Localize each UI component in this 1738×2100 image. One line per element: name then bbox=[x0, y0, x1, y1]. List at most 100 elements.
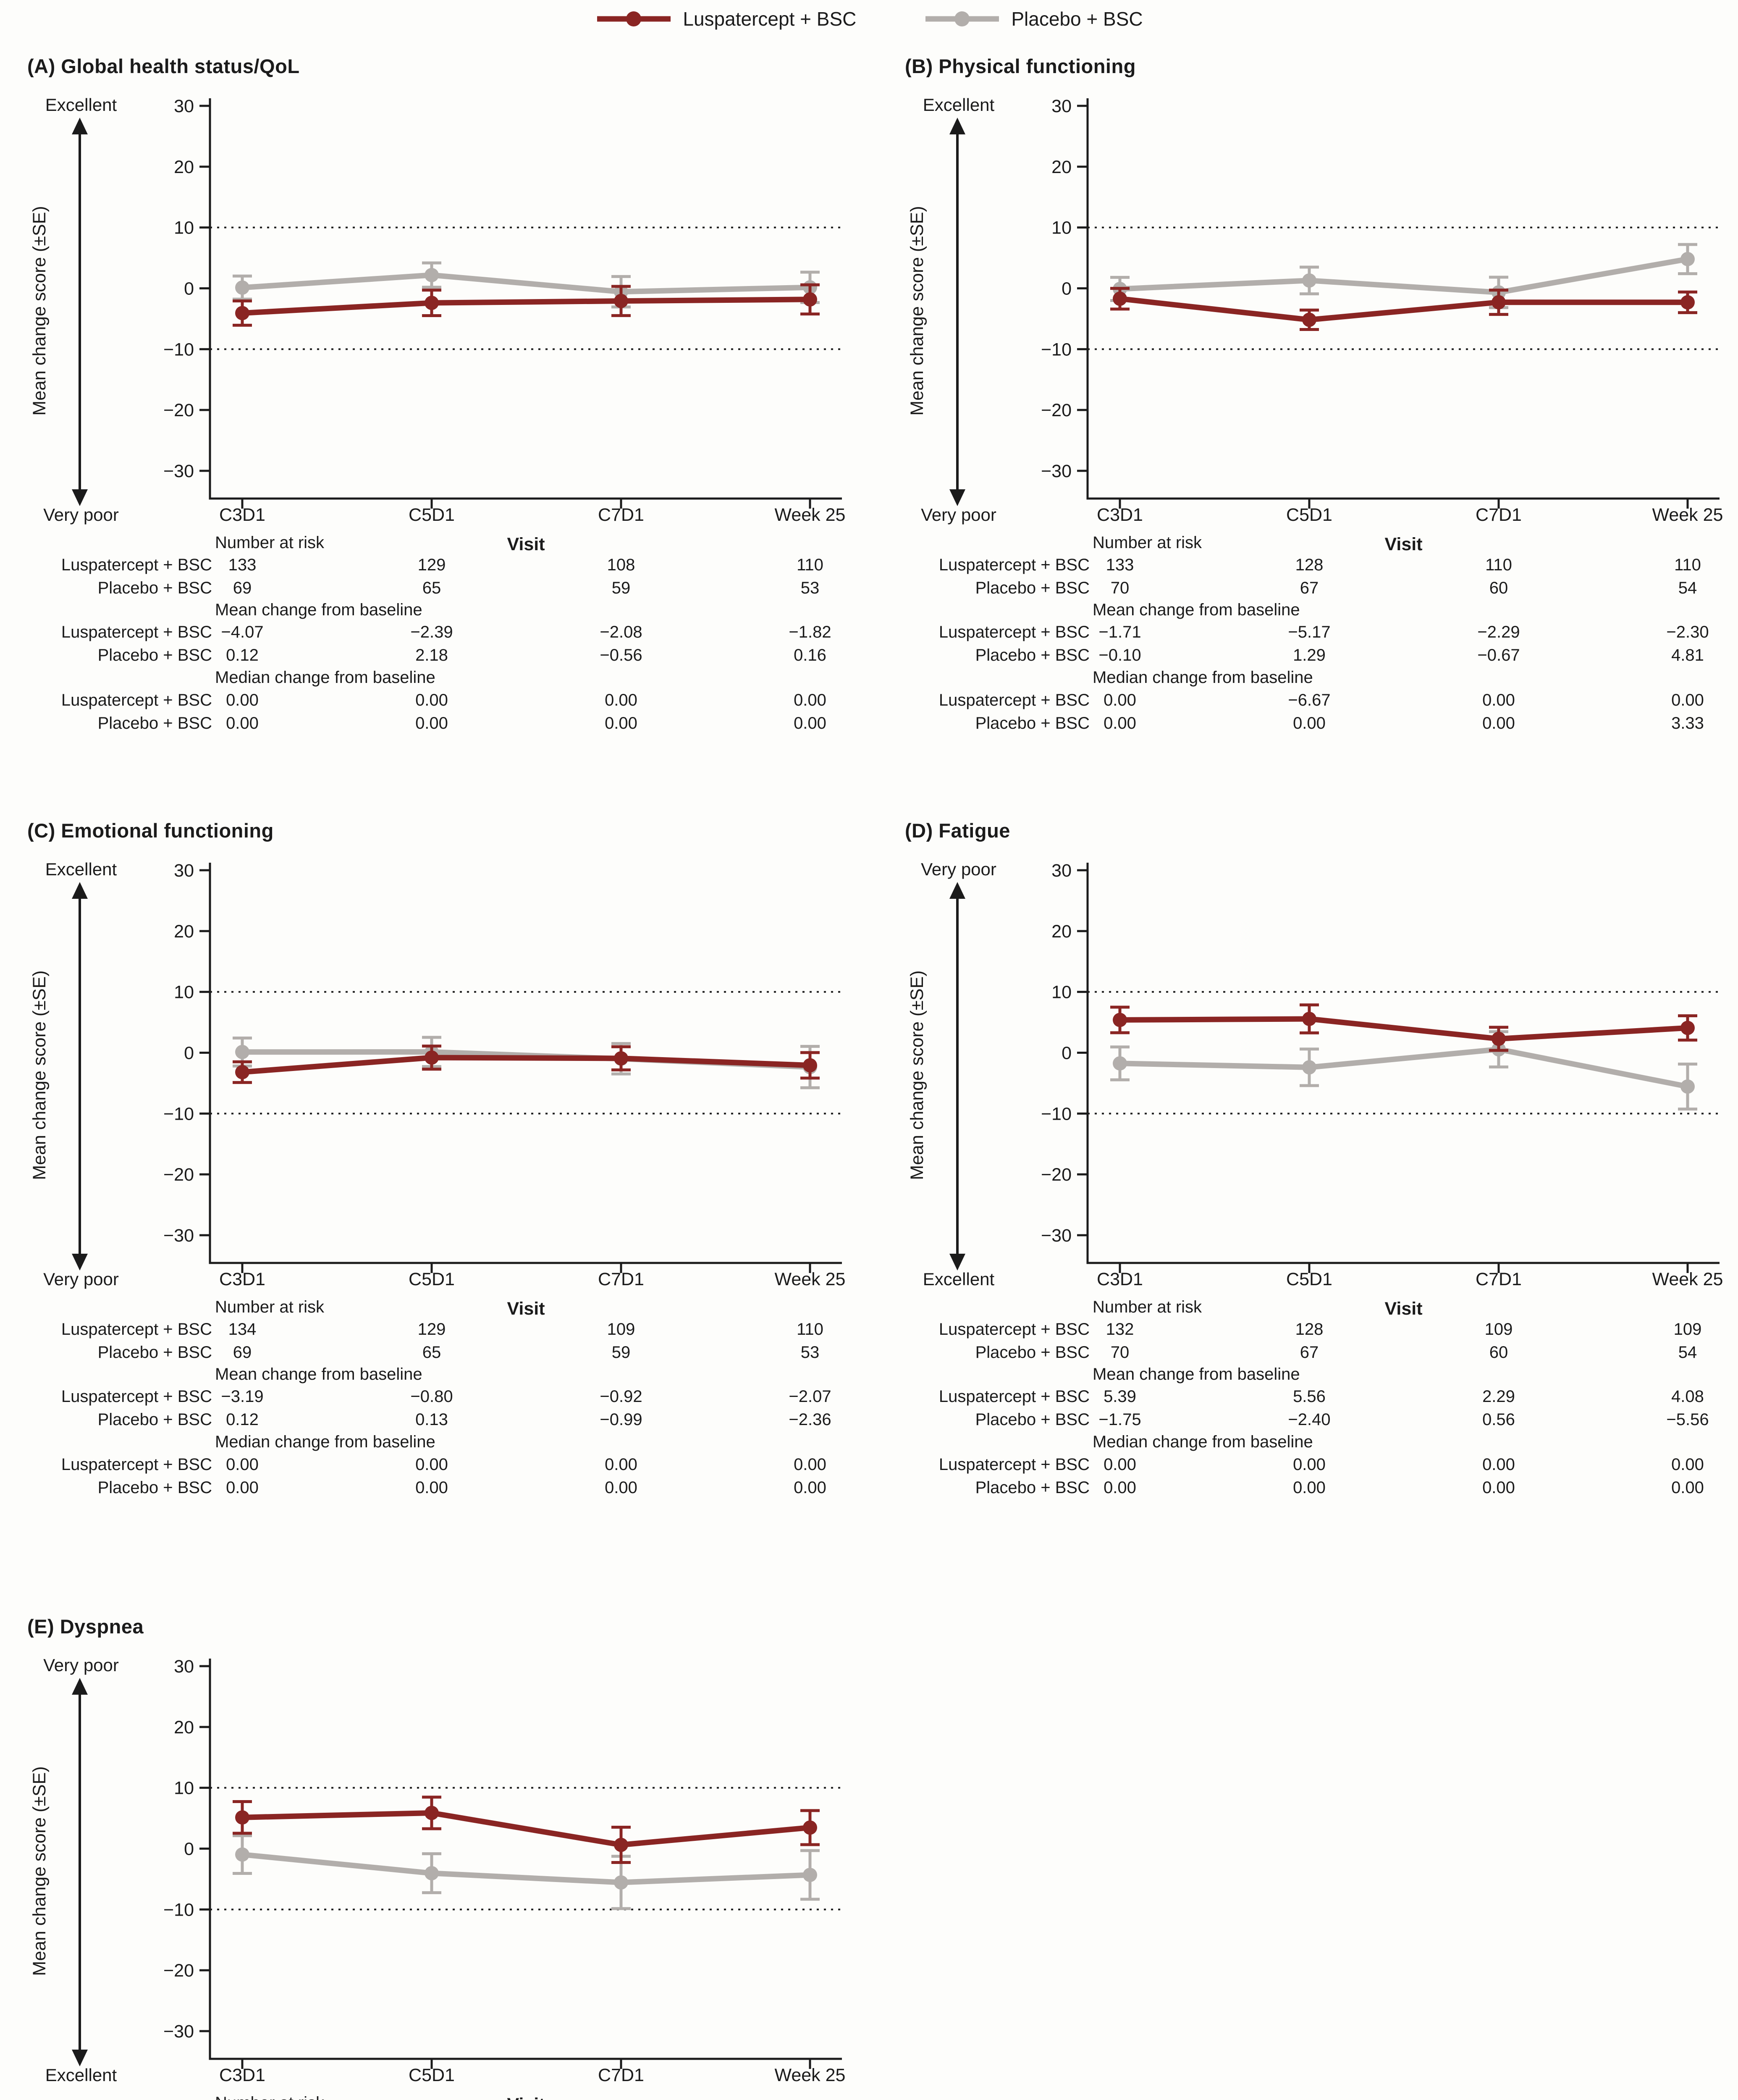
y-tick-label: 10 bbox=[174, 1778, 194, 1798]
data-point-luspatercept bbox=[1492, 295, 1506, 310]
arrow-up-icon bbox=[72, 118, 88, 134]
table-row-label: Luspatercept + BSC bbox=[61, 691, 212, 709]
table-cell: 109 bbox=[607, 1320, 635, 1339]
data-point-placebo bbox=[235, 1045, 249, 1059]
table-section-header: Mean change from baseline bbox=[1093, 601, 1300, 619]
table-cell: −5.17 bbox=[1288, 623, 1331, 641]
table-cell: 69 bbox=[233, 579, 252, 597]
table-row-label: Luspatercept + BSC bbox=[61, 1387, 212, 1406]
table-cell: 0.00 bbox=[415, 691, 448, 709]
x-tick-label: Week 25 bbox=[1652, 505, 1723, 525]
table-row-label: Luspatercept + BSC bbox=[938, 623, 1090, 641]
y-tick-label: −10 bbox=[1041, 339, 1072, 360]
arrow-up-icon bbox=[72, 1678, 88, 1695]
table-cell: 0.00 bbox=[226, 691, 259, 709]
data-point-placebo bbox=[235, 280, 249, 295]
table-cell: −0.67 bbox=[1477, 646, 1520, 664]
table-cell: 0.00 bbox=[1104, 1478, 1136, 1497]
scale-bottom-label: Very poor bbox=[921, 505, 996, 525]
table-cell: 132 bbox=[1106, 1320, 1134, 1339]
table-cell: 70 bbox=[1110, 1343, 1130, 1362]
table-section-header: Number at risk bbox=[215, 533, 325, 552]
panel-title: (C) Emotional functioning bbox=[27, 819, 274, 842]
x-tick-label: C3D1 bbox=[219, 2065, 265, 2085]
table-cell: −1.71 bbox=[1098, 623, 1141, 641]
table-cell: −3.19 bbox=[221, 1387, 264, 1406]
y-tick-label: 20 bbox=[174, 921, 194, 942]
table-cell: −1.82 bbox=[789, 623, 831, 641]
y-tick-label: −20 bbox=[163, 1165, 194, 1185]
table-cell: −2.39 bbox=[410, 623, 453, 641]
table-cell: 0.56 bbox=[1482, 1410, 1515, 1429]
y-axis-label: Mean change score (±SE) bbox=[29, 970, 50, 1180]
table-cell: 0.00 bbox=[1482, 1455, 1515, 1474]
scale-top-label: Excellent bbox=[923, 95, 995, 115]
y-tick-label: 20 bbox=[1051, 921, 1072, 942]
x-tick-label: C7D1 bbox=[598, 1269, 644, 1289]
series-line-placebo bbox=[1117, 1046, 1691, 1089]
x-tick-label: C5D1 bbox=[1286, 1269, 1332, 1289]
table-cell: 0.00 bbox=[1671, 1455, 1704, 1474]
data-point-luspatercept bbox=[1680, 295, 1695, 310]
table-cell: 0.00 bbox=[1293, 1478, 1326, 1497]
data-point-luspatercept bbox=[803, 1820, 817, 1835]
line-chart: 30 20 10 0 −10 −20 −30 C3D1 C5D1 C7D1 Week 25 Visit… bbox=[29, 859, 845, 1319]
y-tick-label: −10 bbox=[1041, 1104, 1072, 1124]
table-row-label: Placebo + BSC bbox=[975, 714, 1090, 732]
x-tick-label: Week 25 bbox=[775, 505, 846, 525]
table-cell: 129 bbox=[417, 1320, 446, 1339]
table-cell: 5.39 bbox=[1104, 1387, 1136, 1406]
x-tick-label: C7D1 bbox=[598, 2065, 644, 2085]
table-cell: 0.16 bbox=[794, 646, 826, 664]
scale-top-label: Excellent bbox=[45, 859, 117, 879]
line-chart: 30 20 10 0 −10 −20 −30 C3D1 C5D1 C7D1 Week 25 Visit… bbox=[29, 1655, 845, 2100]
y-tick-label: −30 bbox=[163, 2021, 194, 2042]
table-row-label: Placebo + BSC bbox=[97, 714, 212, 732]
y-tick-label: 20 bbox=[1051, 157, 1072, 177]
table-section-header: Mean change from baseline bbox=[215, 601, 422, 619]
scale-top-label: Very poor bbox=[921, 859, 996, 879]
table-cell: 0.00 bbox=[605, 691, 637, 709]
table-section-header: Median change from baseline bbox=[1093, 1433, 1313, 1451]
table-cell: 0.00 bbox=[415, 1478, 448, 1497]
data-point-placebo bbox=[614, 1875, 628, 1890]
series-luspatercept bbox=[1110, 287, 1697, 331]
y-axis-label: Mean change score (±SE) bbox=[907, 970, 927, 1180]
table-cell: 110 bbox=[1674, 556, 1701, 574]
table-cell: 0.00 bbox=[605, 1478, 637, 1497]
table-cell: 0.12 bbox=[226, 646, 259, 664]
table-row-label: Luspatercept + BSC bbox=[938, 556, 1090, 574]
table-cell: 2.18 bbox=[415, 646, 448, 664]
y-tick-label: −30 bbox=[163, 1226, 194, 1246]
table-cell: 69 bbox=[233, 1343, 252, 1362]
y-tick-label: 0 bbox=[184, 279, 194, 299]
data-point-placebo bbox=[1113, 1056, 1127, 1071]
panel-E: (E) Dyspnea 30 20 10 0 −10 −20 −30 C3D1 C5D1 C7D1 W… bbox=[13, 1615, 869, 2100]
arrow-down-icon bbox=[949, 489, 965, 506]
data-point-placebo bbox=[803, 1868, 817, 1882]
data-point-luspatercept bbox=[425, 1806, 439, 1820]
table-cell: 53 bbox=[800, 579, 820, 597]
line-chart: 30 20 10 0 −10 −20 −30 C3D1 C5D1 C7D1 Week 25 Visit… bbox=[907, 859, 1723, 1319]
table-cell: 109 bbox=[1673, 1320, 1702, 1339]
y-axis-label: Mean change score (±SE) bbox=[907, 206, 927, 415]
arrow-down-icon bbox=[72, 489, 88, 506]
table-section-header: Median change from baseline bbox=[215, 668, 435, 687]
series-luspatercept bbox=[233, 283, 820, 327]
y-axis-label: Mean change score (±SE) bbox=[29, 1766, 50, 1976]
table-cell: 0.00 bbox=[794, 691, 826, 709]
y-axis-label: Mean change score (±SE) bbox=[29, 206, 50, 415]
table-cell: 109 bbox=[1484, 1320, 1513, 1339]
table-cell: 0.00 bbox=[1482, 691, 1515, 709]
table-cell: 0.00 bbox=[415, 714, 448, 732]
table-cell: 70 bbox=[1110, 579, 1130, 597]
panel-title: (D) Fatigue bbox=[905, 819, 1010, 842]
x-tick-label: C3D1 bbox=[219, 505, 265, 525]
series-placebo bbox=[1110, 1030, 1697, 1111]
y-tick-label: −30 bbox=[1041, 1226, 1072, 1246]
table-cell: 0.00 bbox=[1104, 714, 1136, 732]
y-tick-label: 0 bbox=[1062, 1043, 1072, 1063]
table-cell: −2.07 bbox=[789, 1387, 831, 1406]
x-axis-label: Visit bbox=[507, 2095, 545, 2100]
